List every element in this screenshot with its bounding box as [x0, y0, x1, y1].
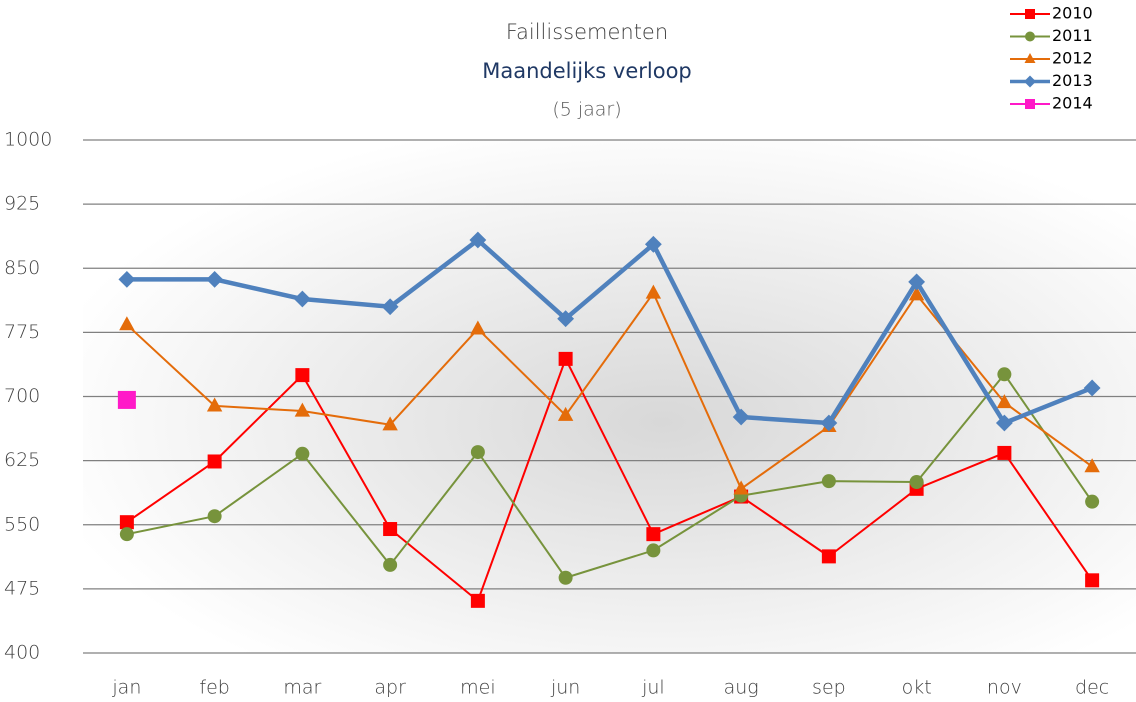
y-tick-label: 400 — [4, 642, 40, 664]
legend-label: 2012 — [1052, 49, 1093, 68]
marker — [822, 549, 836, 563]
x-tick-label: mei — [460, 677, 495, 699]
x-tick-label: jul — [641, 677, 665, 699]
marker — [559, 571, 573, 585]
marker — [471, 445, 485, 459]
x-tick-label: apr — [374, 677, 406, 699]
legend-label: 2011 — [1052, 26, 1093, 45]
legend-label: 2013 — [1052, 71, 1093, 90]
marker — [1085, 573, 1099, 587]
marker — [910, 475, 924, 489]
marker — [997, 367, 1011, 381]
marker — [118, 391, 136, 409]
x-tick-label: sep — [812, 677, 846, 699]
marker — [1024, 76, 1036, 88]
x-tick-label: mar — [283, 677, 321, 699]
x-tick-label: feb — [199, 677, 229, 699]
marker — [1025, 99, 1035, 109]
y-tick-label: 475 — [4, 577, 40, 599]
x-tick-label: aug — [724, 677, 759, 699]
x-tick-label: jun — [550, 677, 580, 699]
legend-label: 2014 — [1052, 94, 1093, 113]
x-tick-label: nov — [987, 677, 1022, 699]
y-tick-label: 700 — [4, 385, 40, 407]
marker — [120, 515, 134, 529]
marker — [559, 352, 573, 366]
marker — [383, 522, 397, 536]
x-tick-label: okt — [902, 677, 932, 699]
chart-subtitle: Maandelijks verloop — [482, 59, 692, 83]
marker — [120, 527, 134, 541]
marker — [471, 594, 485, 608]
y-tick-label: 775 — [4, 321, 40, 343]
y-tick-label: 1000 — [4, 129, 52, 151]
marker — [295, 447, 309, 461]
chart-note: (5 jaar) — [552, 99, 621, 121]
x-tick-label: dec — [1075, 677, 1109, 699]
marker — [208, 454, 222, 468]
y-tick-label: 850 — [4, 257, 40, 279]
chart-title: Faillissementen — [506, 20, 668, 44]
marker — [822, 474, 836, 488]
marker — [383, 558, 397, 572]
marker — [1025, 32, 1035, 42]
marker — [646, 527, 660, 541]
legend-label: 2010 — [1052, 4, 1093, 23]
marker — [1085, 495, 1099, 509]
marker — [1025, 9, 1035, 19]
y-tick-label: 625 — [4, 449, 40, 471]
x-tick-label: jan — [111, 677, 141, 699]
y-tick-label: 925 — [4, 193, 40, 215]
chart: Faillissementen Maandelijks verloop (5 j… — [0, 0, 1136, 702]
marker — [208, 509, 222, 523]
marker — [646, 543, 660, 557]
y-tick-label: 550 — [4, 513, 40, 535]
marker — [295, 368, 309, 382]
marker — [997, 446, 1011, 460]
